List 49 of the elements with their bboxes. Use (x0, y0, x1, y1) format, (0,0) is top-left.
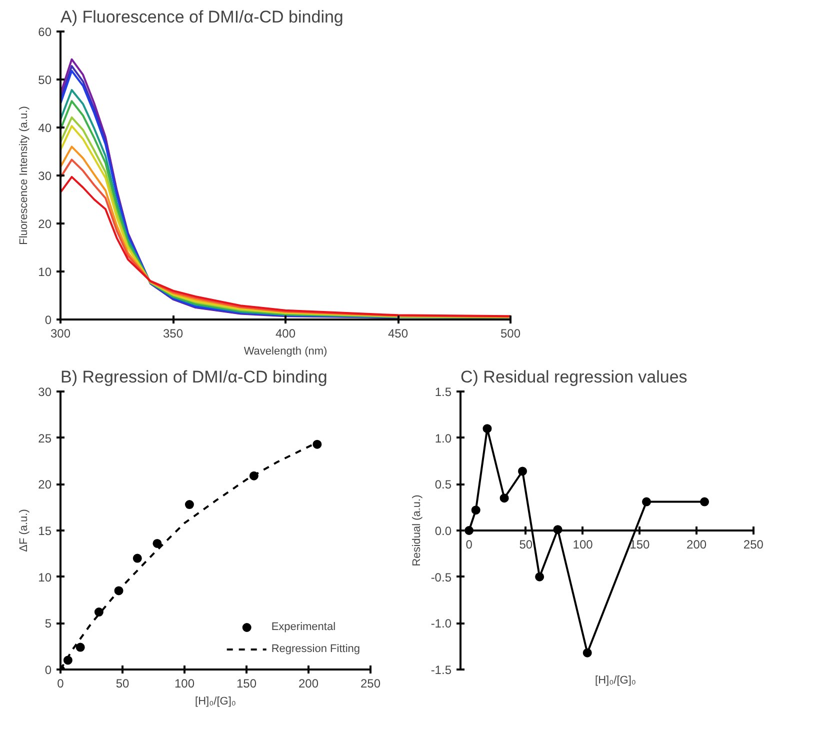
x-tick-label: 300 (50, 326, 71, 340)
x-tick-label: 250 (360, 676, 381, 690)
y-tick-label: -0.5 (430, 570, 452, 584)
x-axis-title: [H]₀/[G]₀ (195, 696, 236, 708)
y-tick-label: 40 (38, 121, 52, 135)
x-tick-label: 0 (466, 538, 473, 552)
x-tick-label: 100 (572, 538, 594, 552)
y-axis-title: Fluorescence Intensity (a.u.) (18, 106, 30, 245)
y-tick-label: -1.0 (430, 616, 452, 631)
y-tick-label: 1.5 (434, 385, 452, 399)
y-tick-label: 20 (38, 478, 52, 492)
x-tick-label: 350 (162, 326, 184, 340)
chart-title: C) Residual regression values (460, 368, 688, 386)
x-tick-label: 500 (500, 326, 521, 340)
x-tick-label: 50 (519, 538, 533, 552)
y-tick-label: -1.5 (430, 663, 452, 677)
x-tick-label: 150 (236, 676, 257, 690)
y-tick-label: 0.5 (434, 478, 452, 492)
x-axis-title: [H]₀/[G]₀ (595, 674, 636, 686)
x-tick-label: 100 (174, 676, 195, 690)
y-tick-label: 1.0 (434, 431, 452, 446)
y-tick-label: 5 (44, 616, 52, 631)
x-tick-label: 400 (275, 326, 296, 340)
x-tick-label: 200 (686, 538, 707, 552)
legend-label: Regression Fitting (271, 643, 360, 655)
y-tick-label: 25 (38, 431, 52, 446)
legend-label: Experimental (271, 621, 336, 633)
y-tick-label: 20 (38, 217, 52, 231)
x-tick-label: 50 (116, 676, 130, 690)
x-axis-title: Wavelength (nm) (244, 346, 328, 358)
y-tick-label: 30 (38, 169, 52, 183)
x-tick-label: 250 (743, 538, 764, 552)
y-tick-label: 60 (38, 25, 52, 39)
y-tick-label: 50 (38, 73, 52, 87)
x-tick-label: 200 (298, 676, 319, 690)
y-tick-label: 10 (38, 265, 52, 279)
y-tick-label: 15 (38, 524, 52, 538)
y-tick-label: 0 (44, 663, 52, 677)
chart-title: B) Regression of DMI/α-CD binding (60, 368, 328, 386)
x-tick-label: 150 (630, 538, 650, 552)
y-tick-label: 0.0 (434, 524, 452, 538)
y-axis-title: Residual (a.u.) (410, 494, 423, 566)
x-tick-label: 450 (388, 326, 408, 340)
y-tick-label: 0 (44, 313, 52, 327)
x-tick-label: 0 (57, 676, 64, 690)
y-tick-label: 10 (38, 570, 52, 584)
chart-title: A) Fluorescence of DMI/α-CD binding (60, 8, 344, 26)
y-axis-title: ΔF (a.u.) (18, 509, 30, 552)
y-tick-label: 30 (38, 385, 52, 399)
